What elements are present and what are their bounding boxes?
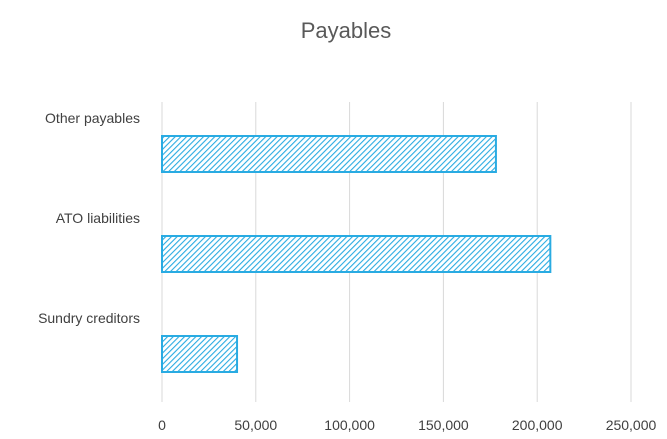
x-tick-label-4: 200,000 <box>512 417 563 433</box>
x-axis-tick-labels: 0 50,000 100,000 150,000 200,000 250,000 <box>158 417 656 433</box>
x-tick-label-3: 150,000 <box>418 417 469 433</box>
chart-title: Payables <box>301 18 392 43</box>
category-label-0: Other payables <box>45 110 140 126</box>
category-labels: Other payables ATO liabilities Sundry cred… <box>38 110 140 326</box>
bar-1 <box>161 235 552 273</box>
x-tick-label-2: 100,000 <box>324 417 375 433</box>
x-tick-label-5: 250,000 <box>606 417 657 433</box>
category-label-1: ATO liabilities <box>56 210 140 226</box>
category-label-2: Sundry creditors <box>38 310 140 326</box>
bar-0 <box>161 135 497 173</box>
bar-2 <box>161 335 239 373</box>
x-tick-label-1: 50,000 <box>234 417 277 433</box>
x-tick-label-0: 0 <box>158 417 166 433</box>
bars <box>161 135 552 373</box>
